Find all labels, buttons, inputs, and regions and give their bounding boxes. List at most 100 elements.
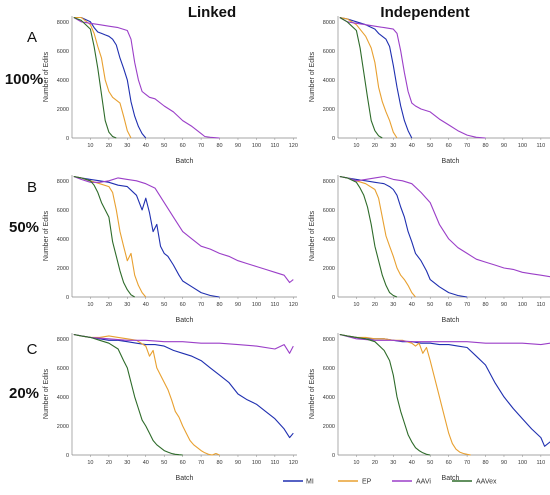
series-line-aavi <box>73 175 294 284</box>
y-tick-label: 8000 <box>323 20 335 26</box>
x-tick-label: 50 <box>161 302 167 308</box>
x-tick-label: 60 <box>446 143 452 149</box>
x-tick-label: 110 <box>270 143 279 149</box>
y-tick-label: 4000 <box>57 237 69 243</box>
x-tick-label: 40 <box>409 302 415 308</box>
x-axis-label: Batch <box>176 158 194 165</box>
y-tick-label: 6000 <box>323 208 335 214</box>
x-axis-label: Batch <box>442 317 460 324</box>
x-tick-label: 110 <box>536 143 545 149</box>
x-tick-label: 40 <box>409 460 415 466</box>
series-line-aavi <box>339 175 550 278</box>
series-line-aavi <box>73 333 294 354</box>
x-axis-label: Batch <box>442 158 460 165</box>
y-tick-label: 2000 <box>57 424 69 430</box>
x-tick-label: 100 <box>518 460 527 466</box>
x-tick-label: 90 <box>235 460 241 466</box>
series-line-aavi <box>73 17 220 139</box>
y-tick-label: 6000 <box>57 49 69 55</box>
y-tick-label: 0 <box>66 136 69 142</box>
legend-item-mi: MI <box>283 479 314 486</box>
series-line-mi <box>339 175 468 298</box>
x-tick-label: 80 <box>482 302 488 308</box>
x-tick-label: 20 <box>106 302 112 308</box>
y-tick-label: 0 <box>332 295 335 301</box>
y-axis-label: Number of Edits <box>43 368 50 419</box>
y-tick-label: 8000 <box>323 337 335 343</box>
series-line-aavex <box>339 333 431 456</box>
x-tick-label: 50 <box>427 302 433 308</box>
y-tick-label: 0 <box>66 453 69 459</box>
row-percent-50: 50% <box>9 219 39 236</box>
x-tick-label: 90 <box>501 302 507 308</box>
series-line-mi <box>73 333 294 439</box>
y-axis-label: Number of Edits <box>43 51 50 102</box>
x-tick-label: 100 <box>252 302 261 308</box>
series-line-mi <box>73 16 147 139</box>
y-tick-label: 6000 <box>323 366 335 372</box>
x-tick-label: 110 <box>536 302 545 308</box>
y-tick-label: 0 <box>332 136 335 142</box>
x-tick-label: 110 <box>270 302 279 308</box>
x-tick-label: 120 <box>289 143 298 149</box>
x-tick-label: 60 <box>180 143 186 149</box>
y-tick-label: 2000 <box>323 266 335 272</box>
x-tick-label: 30 <box>390 460 396 466</box>
x-tick-label: 20 <box>372 302 378 308</box>
x-tick-label: 40 <box>143 460 149 466</box>
y-tick-label: 4000 <box>57 78 69 84</box>
legend-label-mi: MI <box>306 479 314 486</box>
x-tick-label: 20 <box>372 143 378 149</box>
x-axis-label: Batch <box>442 475 460 482</box>
x-axis-label: Batch <box>176 475 194 482</box>
x-tick-label: 10 <box>353 143 359 149</box>
series-line-ep <box>73 16 132 139</box>
legend-label-aavi: AAVi <box>416 479 431 486</box>
x-tick-label: 30 <box>124 143 130 149</box>
panel-2: 1020304050607080901001101200200040006000… <box>309 16 550 165</box>
x-tick-label: 70 <box>198 460 204 466</box>
y-axis-label: Number of Edits <box>309 368 316 419</box>
x-tick-label: 10 <box>87 460 93 466</box>
column-title-independent: Independent <box>380 4 469 21</box>
panel-5: 10 20 30 40 50 60 70 80 90 100 110 120 0 2000 4000 6000… <box>43 333 298 482</box>
x-tick-label: 80 <box>482 143 488 149</box>
y-tick-label: 8000 <box>57 179 69 185</box>
legend-item-aavex: AAVex <box>452 479 497 486</box>
series-line-aavex <box>73 333 183 456</box>
y-tick-label: 2000 <box>57 107 69 113</box>
y-tick-label: 4000 <box>57 395 69 401</box>
y-tick-label: 8000 <box>323 179 335 185</box>
row-percent-100: 100% <box>5 71 43 88</box>
y-tick-label: 0 <box>332 453 335 459</box>
panels: 10 20 30 40 50 60 70 80 90 100 110 1200200040006000… <box>43 16 550 482</box>
x-tick-label: 50 <box>161 460 167 466</box>
x-tick-label: 70 <box>464 143 470 149</box>
column-title-linked: Linked <box>188 4 236 21</box>
y-tick-label: 4000 <box>323 395 335 401</box>
x-tick-label: 10 <box>353 302 359 308</box>
series-line-aavi <box>339 333 550 346</box>
x-tick-label: 10 <box>353 460 359 466</box>
x-tick-label: 80 <box>482 460 488 466</box>
x-tick-label: 50 <box>161 143 167 149</box>
y-axis-label: Number of Edits <box>309 51 316 102</box>
legend-label-ep: EP <box>362 479 372 486</box>
x-tick-label: 20 <box>106 460 112 466</box>
x-tick-label: 100 <box>252 460 261 466</box>
y-tick-label: 4000 <box>323 78 335 84</box>
x-tick-label: 10 <box>87 143 93 149</box>
y-tick-label: 0 <box>66 295 69 301</box>
y-tick-label: 2000 <box>323 107 335 113</box>
x-tick-label: 70 <box>198 143 204 149</box>
x-tick-label: 30 <box>124 460 130 466</box>
x-tick-label: 20 <box>106 143 112 149</box>
x-tick-label: 60 <box>446 460 452 466</box>
x-tick-label: 80 <box>216 460 222 466</box>
series-line-aavex <box>339 175 398 298</box>
x-tick-label: 120 <box>289 460 298 466</box>
x-tick-label: 90 <box>501 143 507 149</box>
x-tick-label: 70 <box>198 302 204 308</box>
x-tick-label: 70 <box>464 302 470 308</box>
